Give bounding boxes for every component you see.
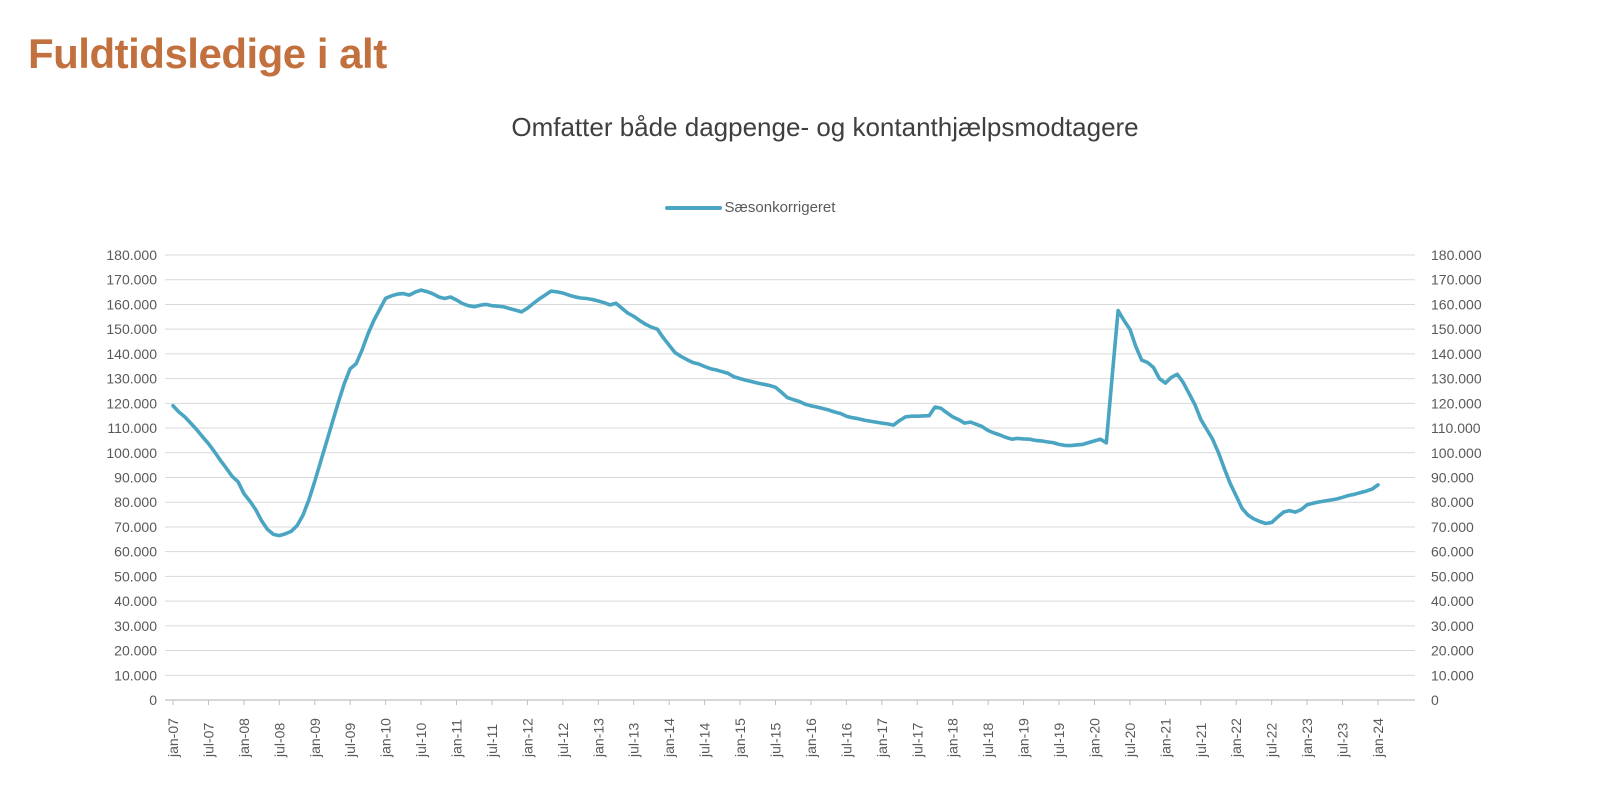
x-tick-label: jan-23 xyxy=(1299,718,1315,758)
y-tick-label-left: 0 xyxy=(149,692,157,708)
y-tick-label-right: 30.000 xyxy=(1431,618,1474,634)
y-tick-label-right: 180.000 xyxy=(1431,247,1482,263)
y-tick-label-right: 130.000 xyxy=(1431,371,1482,387)
legend: Sæsonkorrigeret xyxy=(165,197,1335,219)
y-tick-label-right: 150.000 xyxy=(1431,321,1482,337)
x-tick-label: jul-15 xyxy=(768,723,784,758)
x-tick-label: jul-07 xyxy=(200,723,216,758)
y-tick-label-left: 140.000 xyxy=(106,346,157,362)
y-tick-label-left: 30.000 xyxy=(114,618,157,634)
x-tick-label: jul-10 xyxy=(413,723,429,758)
x-tick-label: jan-22 xyxy=(1228,718,1244,758)
x-tick-label: jul-12 xyxy=(555,723,571,758)
x-tick-label: jul-14 xyxy=(697,723,713,758)
x-tick-label: jan-12 xyxy=(519,718,535,758)
y-tick-label-left: 110.000 xyxy=(107,420,157,436)
y-tick-label-left: 60.000 xyxy=(114,544,157,560)
y-tick-label-right: 110.000 xyxy=(1431,420,1481,436)
y-tick-label-right: 60.000 xyxy=(1431,544,1474,560)
y-tick-label-left: 20.000 xyxy=(114,643,157,659)
x-tick-label: jul-19 xyxy=(1051,723,1067,758)
x-tick-label: jul-20 xyxy=(1122,723,1138,758)
x-tick-label: jan-11 xyxy=(449,719,465,758)
x-tick-label: jul-11 xyxy=(484,724,500,758)
legend-label: Sæsonkorrigeret xyxy=(724,199,836,216)
x-tick-label: jan-21 xyxy=(1157,718,1173,758)
x-tick-label: jan-18 xyxy=(945,718,961,758)
y-tick-label-right: 120.000 xyxy=(1431,395,1482,411)
y-tick-label-right: 0 xyxy=(1431,692,1439,708)
y-tick-label-right: 10.000 xyxy=(1431,667,1474,683)
x-tick-label: jan-15 xyxy=(732,718,748,758)
y-tick-label-right: 20.000 xyxy=(1431,643,1474,659)
legend-line-swatch xyxy=(664,206,722,210)
y-tick-label-right: 50.000 xyxy=(1431,568,1474,584)
y-tick-label-left: 90.000 xyxy=(114,470,157,486)
y-tick-label-right: 170.000 xyxy=(1431,272,1482,288)
x-tick-label: jan-10 xyxy=(378,718,394,758)
x-tick-label: jan-24 xyxy=(1370,718,1386,758)
y-tick-label-left: 70.000 xyxy=(114,519,157,535)
y-tick-label-left: 120.000 xyxy=(106,395,157,411)
x-tick-label: jul-18 xyxy=(980,723,996,758)
x-tick-label: jan-08 xyxy=(236,718,252,758)
x-tick-label: jan-13 xyxy=(590,718,606,758)
x-tick-label: jul-09 xyxy=(342,723,358,758)
y-tick-label-left: 10.000 xyxy=(114,667,157,683)
x-tick-label: jan-09 xyxy=(307,718,323,758)
y-tick-label-left: 50.000 xyxy=(114,568,157,584)
y-tick-label-right: 100.000 xyxy=(1431,445,1482,461)
x-tick-label: jul-22 xyxy=(1264,723,1280,758)
x-tick-label: jul-13 xyxy=(626,723,642,758)
x-tick-label: jul-21 xyxy=(1193,723,1209,758)
y-tick-label-left: 160.000 xyxy=(106,296,157,312)
x-tick-label: jul-23 xyxy=(1335,723,1351,758)
y-tick-label-right: 80.000 xyxy=(1431,494,1474,510)
x-tick-label: jul-17 xyxy=(909,723,925,758)
y-tick-label-left: 170.000 xyxy=(106,272,157,288)
y-tick-label-left: 150.000 xyxy=(106,321,157,337)
x-tick-label: jan-20 xyxy=(1086,718,1102,758)
x-tick-label: jan-19 xyxy=(1016,718,1032,758)
x-tick-label: jan-07 xyxy=(165,718,181,758)
chart-title: Omfatter både dagpenge- og kontanthjælps… xyxy=(511,112,1139,142)
x-tick-label: jan-17 xyxy=(874,718,890,758)
y-tick-label-left: 80.000 xyxy=(114,494,157,510)
y-tick-label-right: 90.000 xyxy=(1431,470,1474,486)
x-tick-label: jul-08 xyxy=(271,723,287,758)
y-tick-label-right: 160.000 xyxy=(1431,296,1482,312)
x-tick-label: jan-14 xyxy=(661,718,677,758)
y-tick-label-right: 70.000 xyxy=(1431,519,1474,535)
y-tick-label-left: 40.000 xyxy=(114,593,157,609)
y-tick-label-right: 40.000 xyxy=(1431,593,1474,609)
y-tick-label-right: 140.000 xyxy=(1431,346,1482,362)
y-tick-label-left: 100.000 xyxy=(106,445,157,461)
y-tick-label-left: 130.000 xyxy=(106,371,157,387)
x-tick-label: jul-16 xyxy=(838,723,854,758)
y-tick-label-left: 180.000 xyxy=(106,247,157,263)
page-title: Fuldtidsledige i alt xyxy=(28,30,387,77)
x-tick-label: jan-16 xyxy=(803,718,819,758)
series-line xyxy=(171,288,1380,538)
